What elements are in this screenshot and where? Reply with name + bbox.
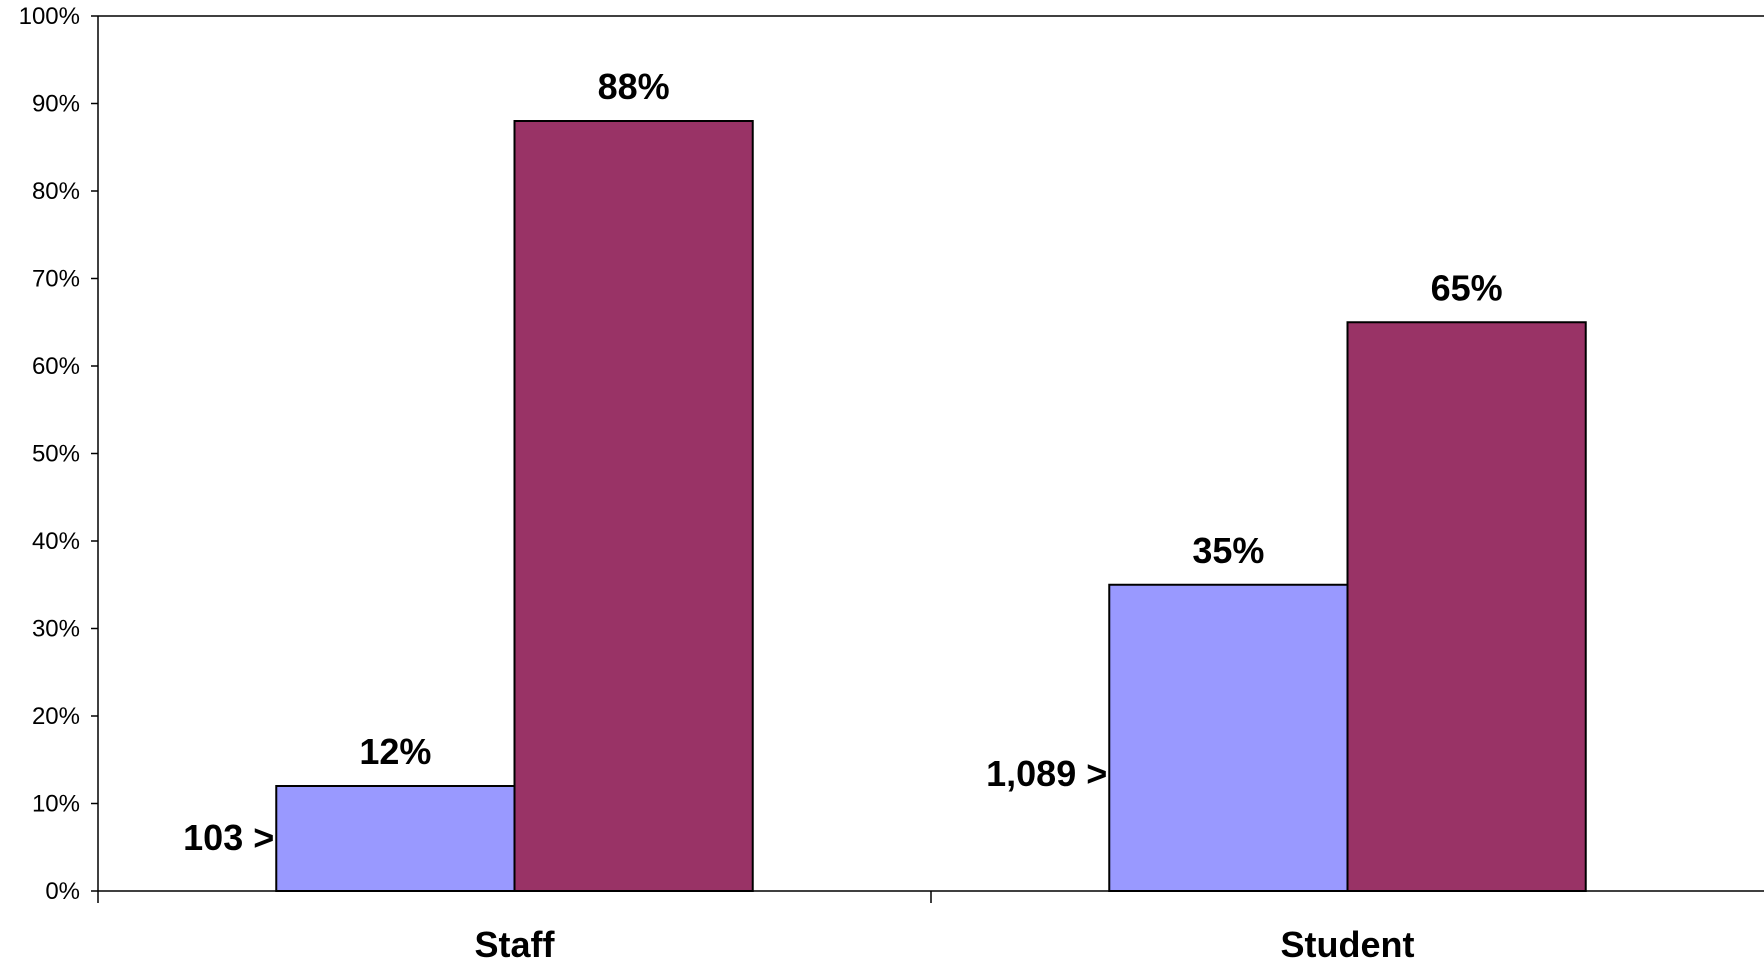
- bar-student-series-2: [1346, 321, 1587, 892]
- data-label: 65%: [1431, 267, 1503, 308]
- y-tick-label: 100%: [19, 3, 80, 30]
- data-label: 35%: [1192, 530, 1264, 571]
- y-tick-label: 20%: [32, 703, 80, 730]
- data-label: 12%: [359, 731, 431, 772]
- data-label: 88%: [598, 66, 670, 107]
- data-labels: 12% 88% 103 > 35% 65% 1,089 >: [183, 66, 1502, 858]
- y-tick-label: 40%: [32, 528, 80, 555]
- count-annotation: 1,089 >: [986, 753, 1107, 794]
- y-tick-label: 70%: [32, 266, 80, 293]
- y-tick-label: 60%: [32, 353, 80, 380]
- y-tick-label: 80%: [32, 178, 80, 205]
- bars: [275, 120, 1587, 892]
- y-tick-label: 10%: [32, 791, 80, 818]
- y-tick-label: 0%: [45, 878, 80, 905]
- x-axis: Staff Student: [97, 890, 1764, 964]
- count-annotation: 103 >: [183, 817, 274, 858]
- y-tick-label: 50%: [32, 441, 80, 468]
- y-tick-label: 90%: [32, 91, 80, 118]
- y-tick-label: 30%: [32, 616, 80, 643]
- x-category-label: Staff: [475, 924, 556, 964]
- x-category-label: Student: [1281, 924, 1415, 964]
- y-axis: 0% 10% 20% 30% 40% 50% 60% 70% 80% 90% 100%: [19, 3, 1764, 905]
- bar-staff-series-1: [275, 785, 516, 892]
- bar-staff-series-2: [513, 120, 754, 892]
- bar-student-series-1: [1108, 583, 1349, 892]
